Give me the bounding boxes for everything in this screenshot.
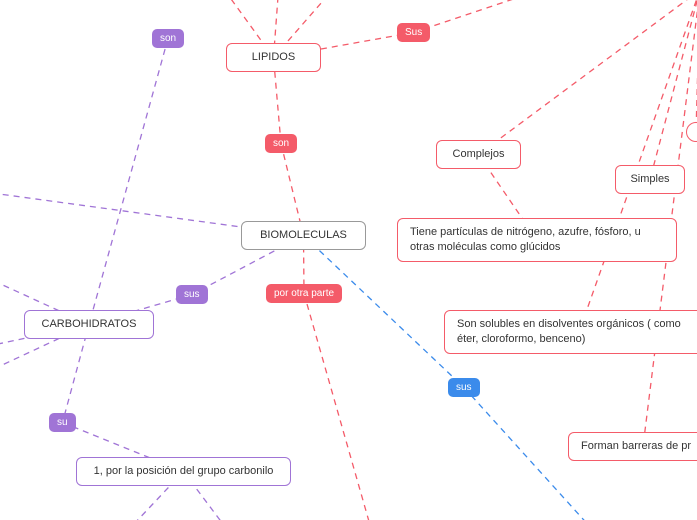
node-circ[interactable] xyxy=(686,122,697,142)
edge xyxy=(479,0,697,155)
node-solubles[interactable]: Son solubles en disolventes orgánicos ( … xyxy=(444,310,697,354)
node-carbo[interactable]: CARBOHIDRATOS xyxy=(24,310,154,339)
node-grupo[interactable]: 1, por la posición del grupo carbonilo xyxy=(76,457,291,486)
node-simples[interactable]: Simples xyxy=(615,165,685,194)
node-barreras[interactable]: Forman barreras de pr xyxy=(568,432,697,461)
edge xyxy=(304,294,380,520)
edge xyxy=(650,0,697,180)
node-complejos[interactable]: Complejos xyxy=(436,140,521,169)
link-l_pop[interactable]: por otra parte xyxy=(266,284,342,303)
link-l_son2[interactable]: son xyxy=(265,134,297,153)
link-l_su[interactable]: su xyxy=(49,413,76,432)
node-lipidos[interactable]: LIPIDOS xyxy=(226,43,321,72)
link-l_son1[interactable]: son xyxy=(152,29,184,48)
link-l_sus1[interactable]: Sus xyxy=(397,23,430,42)
edge xyxy=(63,325,90,423)
edge xyxy=(89,39,168,325)
node-biomol[interactable]: BIOMOLECULAS xyxy=(241,221,366,250)
link-l_sus2[interactable]: sus xyxy=(176,285,208,304)
concept-map-canvas: LIPIDOS BIOMOLECULAS CARBOHIDRATOS Complejo… xyxy=(0,0,697,520)
link-l_sus3[interactable]: sus xyxy=(448,378,480,397)
node-particulas[interactable]: Tiene partículas de nitrógeno, azufre, f… xyxy=(397,218,677,262)
edge xyxy=(414,0,601,33)
